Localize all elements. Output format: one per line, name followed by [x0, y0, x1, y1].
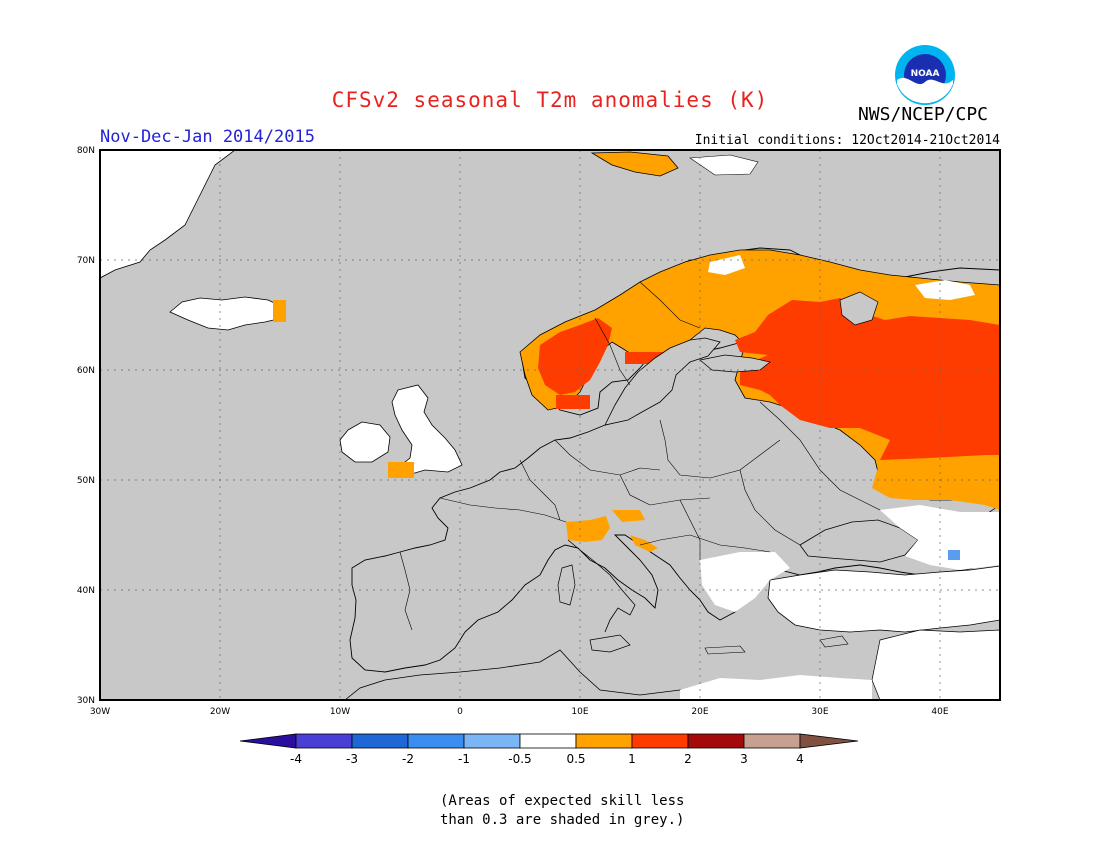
svalbard-land [590, 151, 679, 177]
colorbar-segment [631, 733, 689, 749]
colorbar-label: 2 [684, 752, 692, 766]
colorbar-label: -4 [290, 752, 302, 766]
lon-tick-label: 40E [931, 707, 948, 717]
croatia-warm [630, 535, 658, 552]
noaa-logo-icon: NOAA [894, 44, 956, 106]
colorbar-label: -1 [458, 752, 470, 766]
cyprus [819, 635, 849, 648]
lat-tick-label: 70N [77, 256, 95, 266]
black-sea [799, 519, 919, 563]
white-sea [839, 291, 879, 326]
colorbar-arrow-low [239, 733, 297, 749]
colorbar-arrow-high [799, 733, 859, 749]
lon-tick-label: 30W [90, 707, 110, 717]
lon-tick-label: 10E [571, 707, 588, 717]
colorbar-labels: -4 -3 -2 -1 -0.5 0.5 1 2 3 4 [290, 752, 804, 766]
gulf-of-finland [699, 354, 771, 373]
colorbar-label: -0.5 [508, 752, 531, 766]
lat-tick-label: 30N [77, 696, 95, 706]
lon-tick-label: 20E [691, 707, 708, 717]
lon-tick-label: 0 [457, 707, 463, 717]
colorbar-segment [351, 733, 409, 749]
noaa-logo-text: NOAA [911, 69, 940, 79]
africa-white-patches [680, 675, 872, 700]
crete [704, 645, 746, 655]
colorbar-segment [743, 733, 801, 749]
map-area [100, 150, 1000, 700]
colorbar-segment [687, 733, 745, 749]
lat-tick-label: 80N [77, 146, 95, 156]
greenland-land [100, 150, 236, 279]
ireland-land [339, 421, 391, 463]
colorbar-segment [295, 733, 353, 749]
lat-tick-label: 50N [77, 476, 95, 486]
italy-coast [567, 539, 636, 633]
great-britain-land [391, 384, 463, 476]
agency-label: NWS/NCEP/CPC [857, 104, 989, 125]
lat-lon-grid [100, 150, 1000, 700]
arctic-coast-white [915, 280, 975, 300]
turkey-region [767, 565, 1000, 633]
sicily [589, 634, 631, 653]
lat-ticks: 80N 70N 60N 50N 40N 30N [77, 146, 95, 706]
caucasus-cool-cell [948, 550, 960, 560]
lon-tick-label: 10W [330, 707, 350, 717]
colorbar-segment [575, 733, 633, 749]
colorbar-label: 1 [628, 752, 636, 766]
adriatic-warm [612, 510, 645, 522]
lat-tick-label: 60N [77, 366, 95, 376]
colorbar-segment [519, 733, 577, 749]
sardinia [557, 564, 576, 606]
lon-tick-label: 20W [210, 707, 230, 717]
russia-west-hot [735, 298, 1000, 470]
uk-south-warm-cell [388, 462, 414, 478]
initial-conditions-label: Initial conditions: 12Oct2014-21Oct2014 [694, 133, 1000, 148]
colorbar-label: 4 [796, 752, 804, 766]
svalbard-east [689, 154, 759, 176]
colorbar-label: 0.5 [566, 752, 585, 766]
lon-ticks: 30W 20W 10W 0 10E 20E 30E 40E [90, 707, 949, 717]
north-italy-warm [566, 516, 610, 542]
colorbar-segment [463, 733, 521, 749]
norway-south-hot [556, 395, 590, 409]
norway-west-hot [538, 318, 612, 395]
lon-tick-label: 30E [811, 707, 828, 717]
map-frame [99, 149, 1001, 701]
footnote-line-1: (Areas of expected skill less [440, 793, 685, 809]
colorbar-label: 3 [740, 752, 748, 766]
baltic-sea [604, 337, 721, 426]
balkans-white [700, 552, 790, 612]
colorbar-segment [407, 733, 465, 749]
forecast-period: Nov-Dec-Jan 2014/2015 [100, 127, 315, 147]
colorbar [239, 733, 859, 749]
south-russia-warm [872, 455, 1000, 510]
caucasus-white [880, 505, 1000, 570]
chart-title: CFSv2 seasonal T2m anomalies (K) [331, 88, 769, 112]
iceland-warm-cell [273, 300, 286, 322]
footnote-line-2: than 0.3 are shaded in grey.) [440, 812, 685, 828]
colorbar-label: -3 [346, 752, 358, 766]
colorbar-label: -2 [402, 752, 414, 766]
kola-white [708, 255, 745, 275]
country-borders [399, 281, 881, 631]
skill-footnote: (Areas of expected skill less than 0.3 a… [440, 792, 760, 830]
middle-east-region [871, 629, 1000, 700]
lat-tick-label: 40N [77, 586, 95, 596]
